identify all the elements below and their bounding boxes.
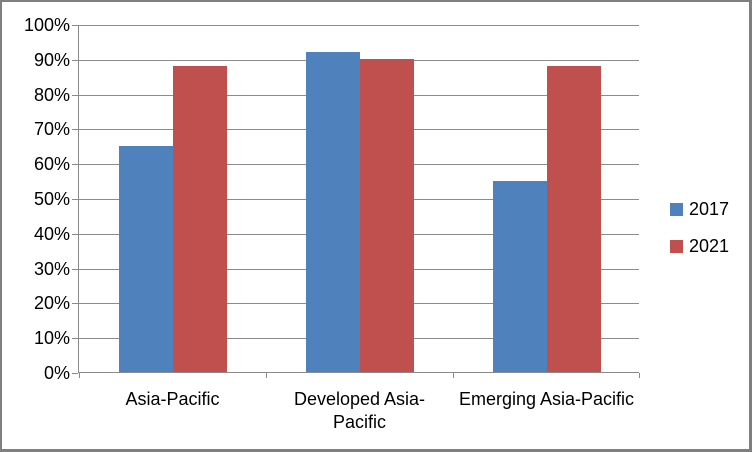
gridline [79, 25, 639, 26]
y-tick-label: 30% [33, 258, 70, 279]
bar-2017-emerging-asia-pacific [493, 180, 547, 372]
legend-label: 2017 [689, 199, 730, 219]
y-tick-label: 70% [33, 119, 70, 140]
y-tick-label: 80% [33, 84, 70, 105]
y-tick-label: 90% [33, 49, 70, 70]
legend-swatch-icon [670, 239, 683, 253]
y-axis-tick [72, 268, 78, 270]
legend-swatch-icon [670, 202, 683, 216]
plot-area [78, 25, 639, 373]
y-axis-tick [72, 373, 78, 374]
x-axis-tick [639, 373, 640, 378]
x-category-label: Emerging Asia-Pacific [458, 389, 635, 409]
x-category-label: Developed Asia- Pacific [293, 389, 426, 432]
x-axis-tick [79, 373, 80, 378]
y-axis-tick [72, 164, 78, 166]
bar-2021-developed-asia-pacific [360, 58, 414, 372]
y-axis-tick [72, 233, 78, 235]
legend: 2017 2021 [670, 199, 729, 273]
x-axis-tick [453, 373, 454, 378]
y-axis-tick [72, 59, 78, 61]
x-axis-tick [266, 373, 267, 378]
bar-2017-asia-pacific [119, 145, 173, 372]
bar-2017-developed-asia-pacific [306, 51, 360, 372]
y-axis-tick [72, 25, 78, 26]
y-tick-label: 100% [23, 15, 70, 35]
y-tick-label: 20% [33, 293, 70, 314]
legend-item: 2021 [670, 236, 729, 256]
x-category-label: Asia-Pacific [125, 389, 220, 409]
bar-2021-asia-pacific [173, 65, 227, 372]
y-tick-label: 40% [33, 223, 70, 244]
y-axis-tick [72, 94, 78, 96]
y-tick-label: 60% [33, 154, 70, 175]
y-tick-label: 10% [33, 328, 70, 349]
bar-2021-emerging-asia-pacific [547, 65, 601, 372]
y-axis-tick [72, 199, 78, 200]
y-axis-tick [72, 129, 78, 131]
legend-label: 2021 [689, 236, 730, 256]
y-axis-tick [72, 338, 78, 340]
y-tick-label: 50% [33, 189, 70, 209]
y-tick-label: 0% [43, 363, 70, 383]
legend-item: 2017 [670, 199, 729, 219]
y-axis-tick [72, 303, 78, 305]
